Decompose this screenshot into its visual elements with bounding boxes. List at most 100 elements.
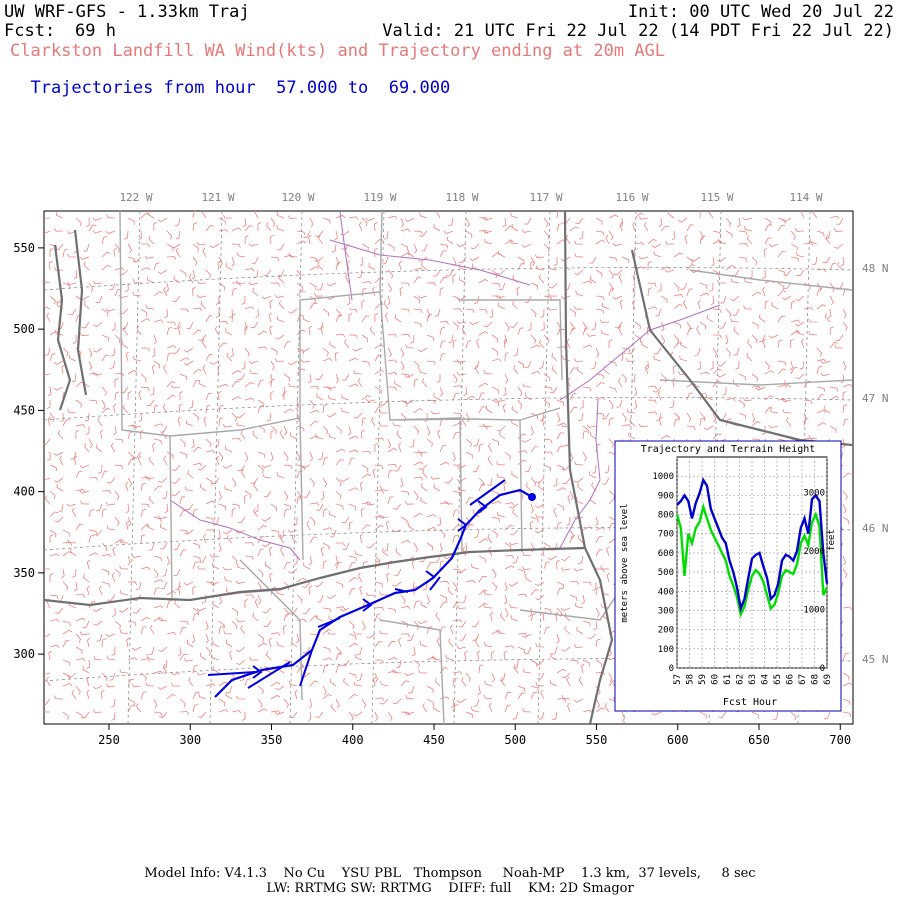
wind-barb xyxy=(231,380,240,388)
map-x-tick-label: 250 xyxy=(98,733,120,747)
wind-barb xyxy=(49,295,56,305)
wind-barb xyxy=(335,561,343,570)
wind-barb xyxy=(789,360,794,371)
wind-barb xyxy=(147,276,155,284)
wind-barb xyxy=(179,390,184,401)
wind-barb xyxy=(621,373,627,383)
wind-barb xyxy=(217,260,221,271)
wind-barb xyxy=(556,521,562,531)
wind-barb xyxy=(573,306,584,310)
wind-barb xyxy=(384,312,389,323)
wind-barb xyxy=(504,704,511,713)
wind-barb xyxy=(384,542,389,552)
wind-barb xyxy=(163,286,168,297)
wind-barb xyxy=(335,503,344,510)
wind-barb xyxy=(547,307,558,311)
inset-y-right-tick-label: 2000 xyxy=(803,547,825,557)
wind-barb xyxy=(72,568,77,578)
wind-barb xyxy=(738,399,745,408)
wind-barb xyxy=(160,523,168,531)
wind-barb xyxy=(179,711,190,715)
wind-barb xyxy=(621,256,630,264)
wind-barb xyxy=(446,236,454,245)
wind-barb xyxy=(589,275,597,284)
wind-barb xyxy=(358,572,363,583)
wind-barb xyxy=(283,490,289,501)
wind-barb xyxy=(249,369,259,375)
wind-barb xyxy=(288,568,298,574)
wind-barb xyxy=(491,282,501,288)
wind-barb xyxy=(644,364,649,375)
wind-barb xyxy=(816,409,827,414)
wind-barb xyxy=(543,334,550,344)
wind-barb xyxy=(556,422,567,427)
wind-barb xyxy=(178,403,183,414)
wind-barb xyxy=(218,681,228,687)
map-y-tick-label: 550 xyxy=(13,241,35,255)
wind-barb xyxy=(112,546,116,557)
wind-barb xyxy=(244,382,254,388)
wind-barb xyxy=(553,477,558,487)
wind-barb xyxy=(820,360,831,364)
wind-barb xyxy=(270,710,281,714)
wind-barb xyxy=(257,425,265,433)
wind-barb xyxy=(561,694,571,700)
wind-barb xyxy=(328,510,337,518)
wind-barb xyxy=(426,438,433,447)
wind-barb xyxy=(524,360,532,368)
wind-barb xyxy=(269,299,273,310)
wind-barb xyxy=(517,459,527,466)
wind-barb xyxy=(392,669,402,674)
wind-barb xyxy=(92,709,103,714)
wind-barb xyxy=(348,555,358,562)
wind-barb xyxy=(418,256,428,262)
wind-barb xyxy=(599,319,610,323)
wind-barb xyxy=(535,265,545,271)
wind-barb xyxy=(83,261,90,271)
wind-barb xyxy=(153,262,160,271)
wind-barb xyxy=(790,367,798,375)
wind-barb xyxy=(595,269,603,278)
wind-barb xyxy=(322,358,333,362)
wind-barb xyxy=(44,698,51,705)
wind-barb xyxy=(49,553,60,557)
wind-barb xyxy=(211,477,220,485)
wind-barb xyxy=(614,321,623,329)
wind-barb xyxy=(443,555,454,560)
wind-barb xyxy=(816,386,826,392)
wind-barb xyxy=(409,334,415,344)
wind-barb xyxy=(231,287,237,297)
wind-barb xyxy=(374,303,384,310)
wind-barb xyxy=(262,473,272,479)
wind-barb xyxy=(93,529,103,536)
wind-barb xyxy=(205,269,212,279)
wind-barb xyxy=(317,282,324,291)
wind-barb xyxy=(261,542,272,548)
wind-barb xyxy=(309,502,320,506)
wind-barb xyxy=(387,347,392,358)
meridian-line xyxy=(209,211,223,724)
wind-barb xyxy=(569,659,579,665)
wind-barb xyxy=(616,399,623,408)
wind-barb xyxy=(192,613,199,622)
wind-barb xyxy=(534,254,545,259)
wind-barb xyxy=(618,377,623,388)
wind-barb xyxy=(257,405,264,414)
wind-barb xyxy=(803,417,809,427)
wind-barb xyxy=(231,313,236,323)
wind-barb xyxy=(296,594,303,604)
wind-barb xyxy=(400,282,410,287)
wind-barb xyxy=(361,524,371,531)
wind-barb xyxy=(730,278,740,284)
wind-barb xyxy=(179,529,189,535)
map-x-tick-label: 500 xyxy=(504,733,526,747)
wind-barb xyxy=(257,548,264,557)
wind-barb xyxy=(538,360,545,369)
wind-barb xyxy=(192,286,196,297)
wind-barb xyxy=(582,581,592,586)
wind-barb xyxy=(478,664,484,674)
wind-barb xyxy=(768,243,779,248)
wind-barb xyxy=(653,347,662,355)
wind-barb xyxy=(360,507,365,518)
wind-barb xyxy=(549,386,558,394)
